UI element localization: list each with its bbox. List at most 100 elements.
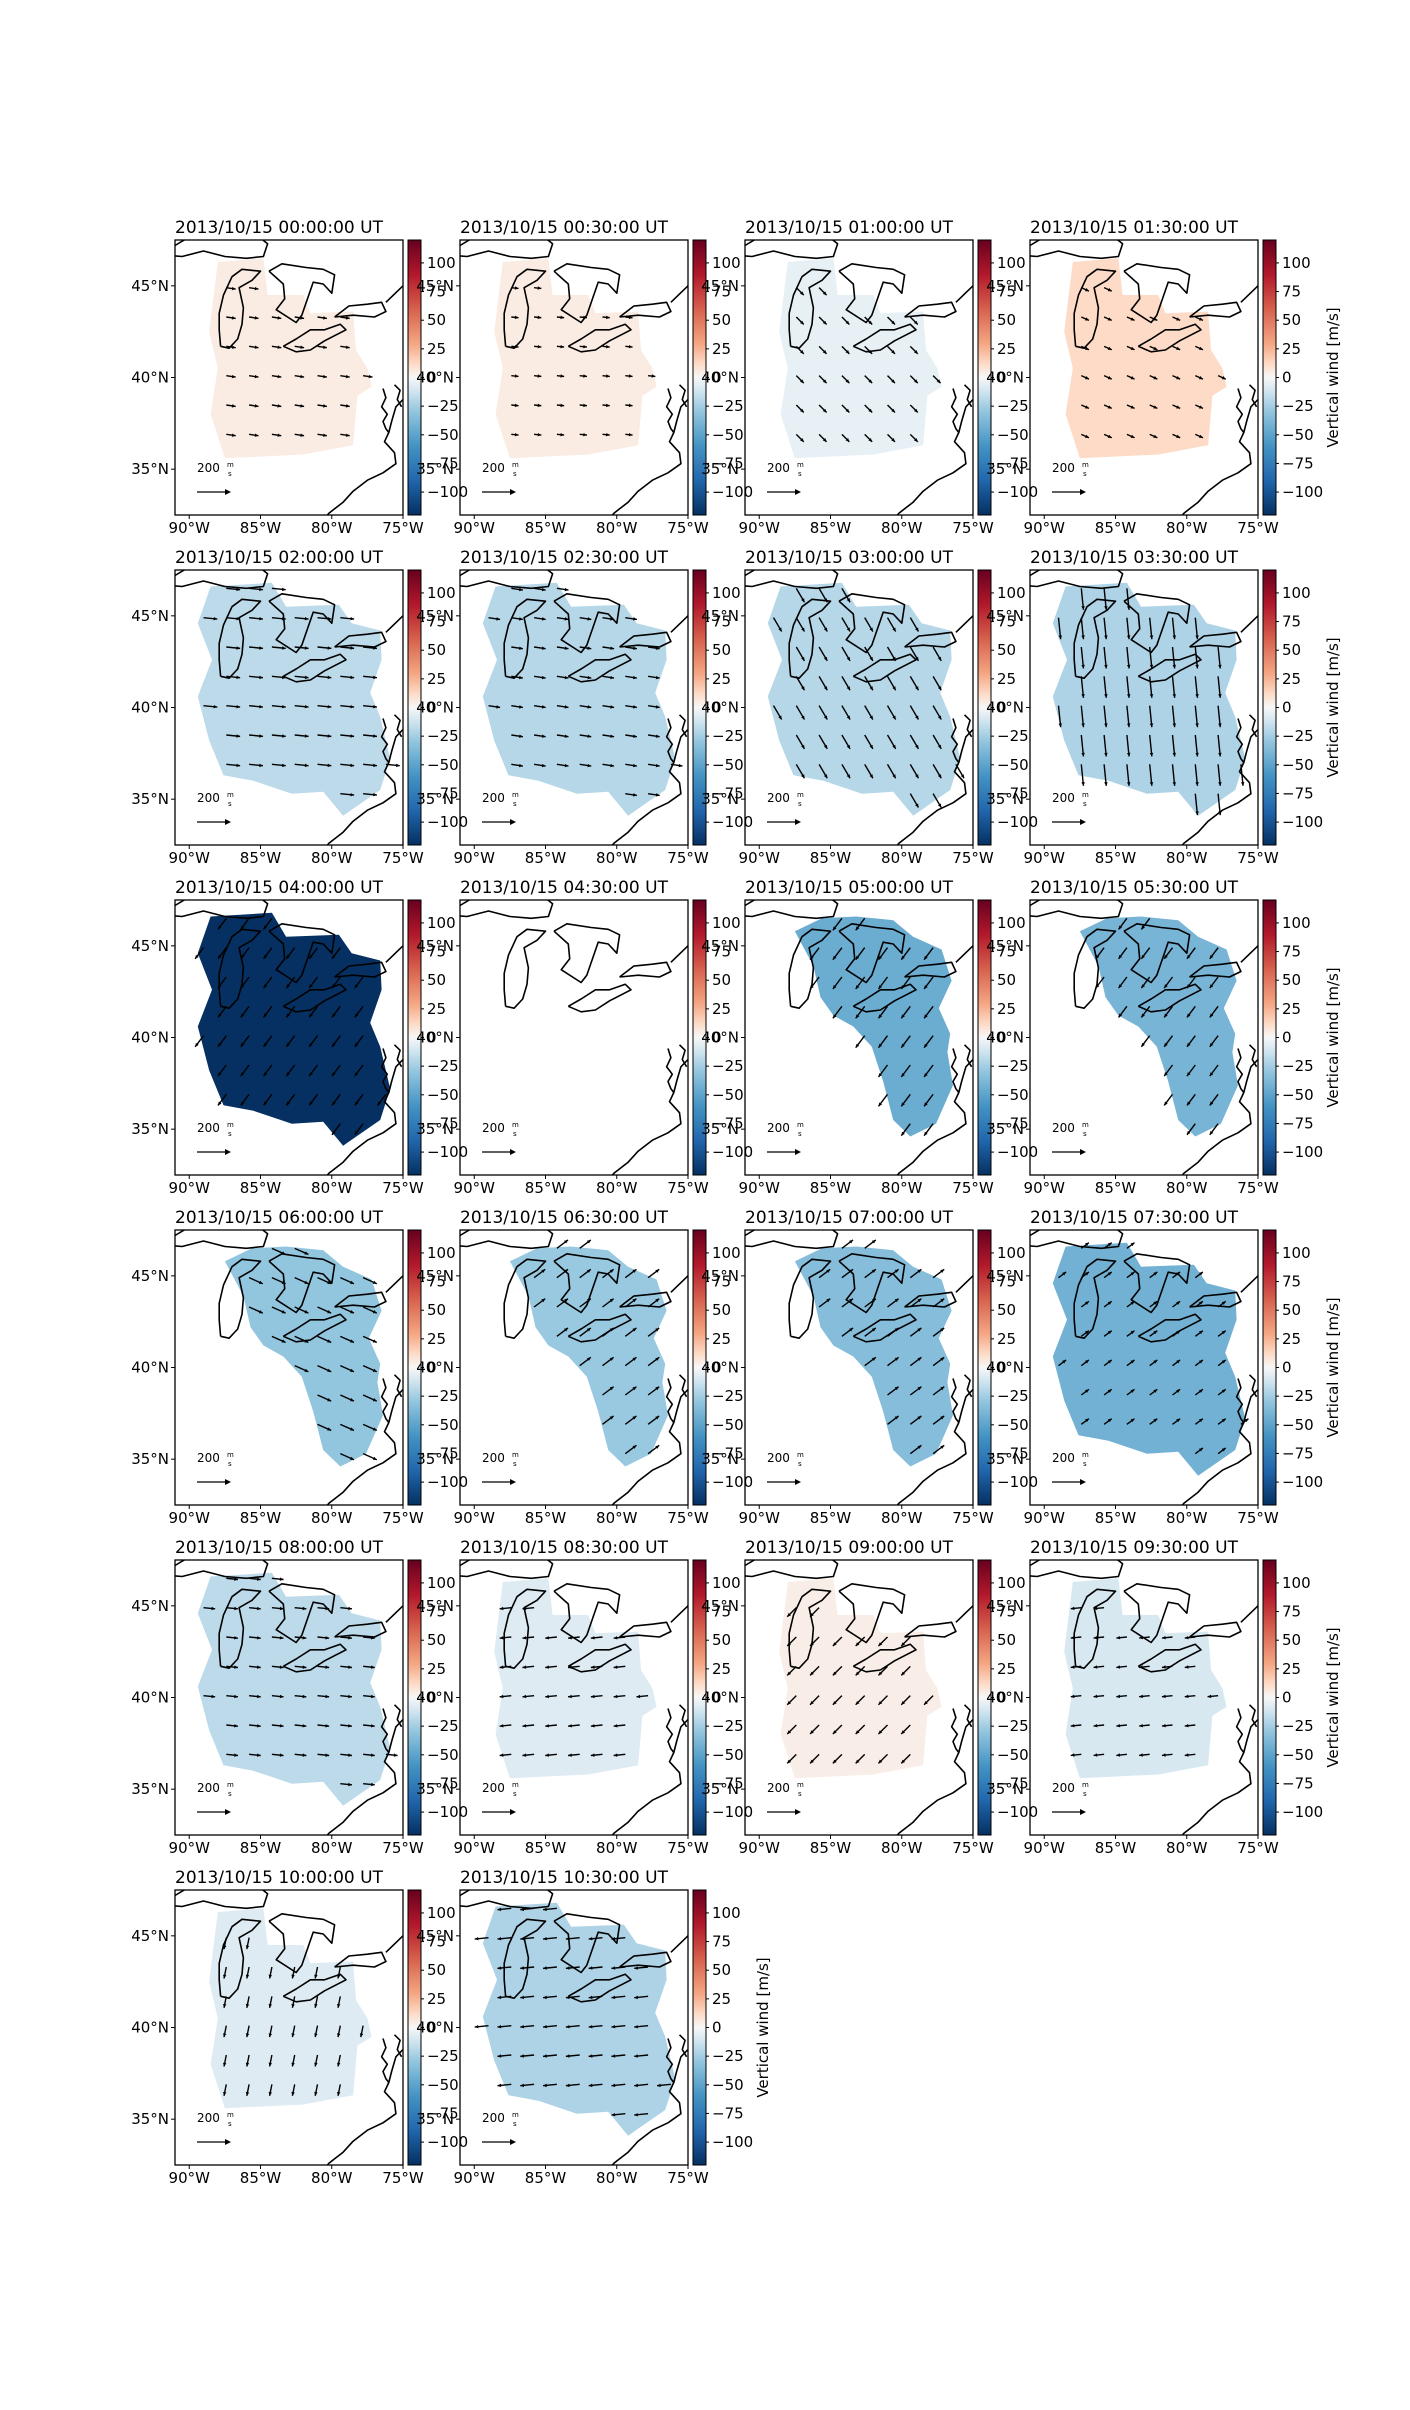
wind-arrow <box>376 1093 387 1106</box>
wind-arrow <box>226 675 241 680</box>
coastline <box>619 961 672 978</box>
arrow-key: 200 ms <box>482 1121 519 1155</box>
wind-arrow <box>340 1694 353 1699</box>
wind-arrow-head <box>522 1724 527 1728</box>
wind-arrow-head <box>231 286 236 291</box>
coastline <box>268 1913 336 1974</box>
wind-arrow-head <box>606 432 610 437</box>
wind-arrow-head <box>354 1013 359 1018</box>
wind-arrow-head <box>1153 376 1158 380</box>
wind-arrow <box>624 1415 637 1425</box>
wind-arrow <box>1126 1359 1135 1367</box>
colorbar-tick-label: −50 <box>997 756 1029 774</box>
coastline <box>678 384 688 408</box>
wind-arrow <box>832 1005 843 1019</box>
wind-arrow-head <box>245 2003 250 2008</box>
coastline <box>1189 961 1242 978</box>
wind-arrow-head <box>1176 1389 1181 1393</box>
wind-arrow-head <box>291 2062 295 2067</box>
wind-arrow <box>285 976 296 989</box>
wind-arrow-head <box>263 984 268 989</box>
colorbar-tick-label: −75 <box>712 454 744 472</box>
wind-arrow <box>542 1966 557 1970</box>
wind-arrow <box>877 1064 889 1078</box>
wind-arrow-head <box>937 774 942 779</box>
wind-arrow <box>522 1694 535 1699</box>
wind-arrow <box>542 2083 557 2088</box>
wind-arrow-head <box>787 1671 792 1676</box>
wind-arrow-head <box>1058 723 1063 728</box>
wind-arrow-head <box>522 1606 527 1611</box>
colorbar-tick-label: 25 <box>1282 1000 1301 1018</box>
wind-arrow <box>363 646 378 650</box>
wind-arrow-head <box>300 316 305 320</box>
arrow-key-label: 200 <box>1052 791 1075 805</box>
wind-arrow <box>670 763 683 768</box>
wind-arrow-head <box>869 715 873 720</box>
wind-arrow <box>1194 1388 1204 1396</box>
wind-arrow <box>1149 734 1154 757</box>
panel-plot-area <box>460 1890 688 2165</box>
wind-arrow-head <box>1141 984 1145 989</box>
wind-arrow-head <box>1081 664 1085 669</box>
wind-arrow <box>864 617 874 632</box>
wind-arrow-head <box>832 985 837 989</box>
colorbar-tick-label: −25 <box>427 2047 459 2065</box>
wind-arrow <box>1171 646 1177 669</box>
coastline <box>553 1253 621 1314</box>
wind-arrow-head <box>1164 1101 1168 1106</box>
wind-arrow-head <box>1149 752 1154 757</box>
arrow-key-unit-den: s <box>513 2120 517 2128</box>
lon-tick-label: 85°W <box>810 519 852 537</box>
panel-plot-area <box>745 1560 973 1835</box>
coastline <box>334 301 387 318</box>
wind-arrow <box>932 734 942 750</box>
arrow-key-label: 200 <box>767 791 790 805</box>
wind-arrow-head <box>1084 1330 1089 1335</box>
wind-arrow <box>499 1694 512 1699</box>
wind-arrow <box>1116 1753 1127 1757</box>
colorbar-tick-label: 25 <box>1282 1330 1301 1348</box>
colorbar-tick-label: −25 <box>712 1387 744 1405</box>
coastline <box>950 1378 960 1423</box>
colorbar-tick-label: −75 <box>997 784 1029 802</box>
wind-arrow <box>294 1694 307 1699</box>
wind-arrow-head <box>892 627 896 632</box>
wind-arrow <box>1194 793 1199 816</box>
lon-tick-label: 80°W <box>1166 1839 1208 1857</box>
wind-arrow <box>832 1753 843 1764</box>
coastline <box>852 653 917 683</box>
colorbar-tick-label: 75 <box>997 613 1016 631</box>
wind-arrow-head <box>281 1310 286 1314</box>
wind-arrow-head <box>632 1298 637 1303</box>
wind-arrow <box>624 1298 637 1308</box>
wind-arrow-head <box>901 1642 906 1647</box>
panel-plot-area <box>460 1230 688 1505</box>
lat-tick-label: 45°N <box>416 1927 454 1945</box>
lon-tick-label: 90°W <box>169 1839 211 1857</box>
wind-arrow-head <box>901 1671 906 1676</box>
colorbar-tick-label: 100 <box>712 1574 741 1592</box>
wind-arrow-head <box>940 1269 945 1273</box>
wind-arrow <box>841 1298 854 1308</box>
coastline <box>385 1934 403 1953</box>
colorbar-tick-label: 25 <box>997 1330 1016 1348</box>
wind-arrow <box>337 1966 341 1979</box>
wind-arrow-head <box>240 1072 245 1077</box>
wind-arrow-head <box>1149 694 1154 698</box>
wind-arrow-head <box>822 350 827 354</box>
colorbar-tick-label: 0 <box>997 369 1007 387</box>
colorbar <box>692 1889 707 2166</box>
wind-arrow <box>340 374 350 379</box>
wind-arrow <box>932 675 942 691</box>
wind-arrow <box>841 1327 854 1337</box>
wind-arrow-head <box>590 1753 595 1757</box>
wind-arrow-head <box>345 374 350 379</box>
wind-arrow-head <box>849 1298 854 1303</box>
wind-arrow <box>809 947 820 961</box>
wind-arrow-head <box>1130 376 1135 380</box>
wind-arrow <box>886 705 897 720</box>
wind-arrow <box>249 675 264 680</box>
